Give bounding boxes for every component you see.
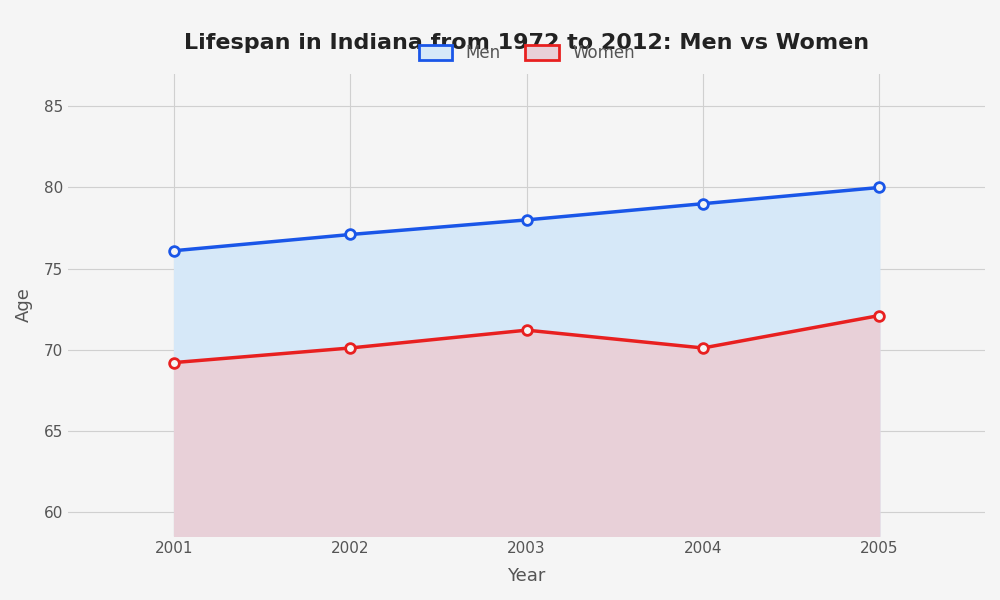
X-axis label: Year: Year — [507, 567, 546, 585]
Y-axis label: Age: Age — [15, 287, 33, 322]
Legend: Men, Women: Men, Women — [410, 36, 643, 71]
Title: Lifespan in Indiana from 1972 to 2012: Men vs Women: Lifespan in Indiana from 1972 to 2012: M… — [184, 33, 869, 53]
